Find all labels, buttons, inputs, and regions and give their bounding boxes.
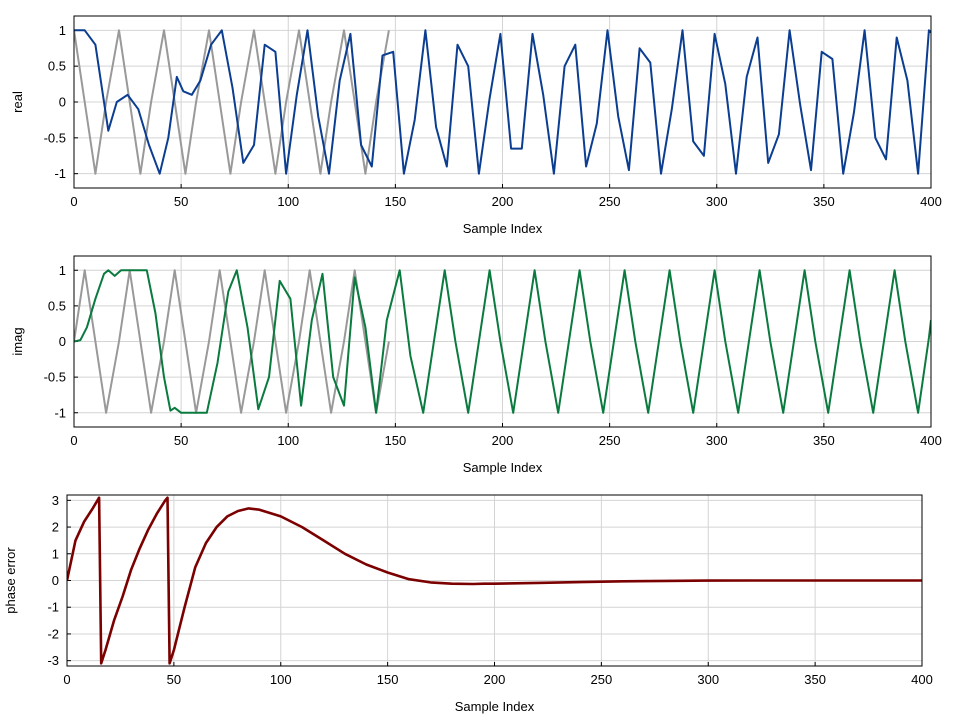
x-tick-label: 100 (270, 672, 292, 687)
x-tick-label: 250 (591, 672, 613, 687)
x-tick-label: 200 (492, 194, 514, 209)
x-tick-label: 350 (813, 433, 835, 448)
series-line-1 (74, 29, 390, 175)
series-line-2 (74, 29, 931, 175)
x-tick-label: 50 (174, 194, 188, 209)
y-tick-label: 0 (59, 95, 66, 110)
y-tick-label: 1 (59, 23, 66, 38)
y-tick-label: 1 (59, 263, 66, 278)
x-tick-label: 400 (920, 433, 942, 448)
x-tick-label: 300 (706, 194, 728, 209)
x-tick-label: 0 (70, 194, 77, 209)
y-tick-label: 3 (52, 493, 59, 508)
y-tick-label: 2 (52, 520, 59, 535)
x-tick-label: 400 (920, 194, 942, 209)
x-tick-label: 50 (174, 433, 188, 448)
series-line-2 (74, 269, 931, 414)
y-tick-label: -0.5 (44, 130, 66, 145)
plot-frame (66, 494, 923, 667)
x-tick-label: 150 (385, 433, 407, 448)
y-tick-label: 0 (52, 573, 59, 588)
y-tick-label: -2 (47, 626, 59, 641)
plot-frame (73, 15, 932, 189)
y-tick-label: 0 (59, 334, 66, 349)
x-tick-label: 350 (804, 672, 826, 687)
x-tick-label: 150 (385, 194, 407, 209)
y-axis-label: phase error (3, 547, 18, 614)
series-line-1 (74, 269, 390, 414)
x-axis-label: Sample Index (463, 221, 543, 236)
y-tick-label: 1 (52, 546, 59, 561)
y-tick-label: -3 (47, 653, 59, 668)
chart-panel-3: 0 50 100 150 200 250 300 350 400 3 2 1 0 -1 -2 -3 Sample… (3, 493, 933, 714)
y-tick-label: -1 (54, 166, 66, 181)
y-axis-label: real (10, 91, 25, 113)
y-tick-label: -0.5 (44, 370, 66, 385)
x-axis-label: Sample Index (463, 460, 543, 475)
x-tick-label: 250 (599, 194, 621, 209)
y-axis-label: imag (10, 327, 25, 355)
x-tick-label: 400 (911, 672, 933, 687)
x-tick-label: 150 (377, 672, 399, 687)
x-tick-label: 0 (70, 433, 77, 448)
x-axis-label: Sample Index (455, 699, 535, 714)
x-tick-label: 250 (599, 433, 621, 448)
y-tick-label: 0.5 (48, 59, 66, 74)
x-tick-label: 100 (277, 433, 299, 448)
x-tick-label: 350 (813, 194, 835, 209)
chart-panel-1: 0 50 100 150 200 250 300 350 400 1 0.5 0 -0.5 -1 Sampl… (10, 15, 942, 236)
series-line-1 (67, 496, 922, 665)
y-tick-label: -1 (54, 405, 66, 420)
chart-panel-2: 0 50 100 150 200 250 300 350 400 1 0.5 0 -0.5 -1 Sampl… (10, 255, 942, 475)
y-tick-label: -1 (47, 600, 59, 615)
y-tick-label: 0.5 (48, 298, 66, 313)
x-tick-label: 300 (706, 433, 728, 448)
x-tick-label: 100 (277, 194, 299, 209)
x-tick-label: 0 (63, 672, 70, 687)
x-tick-label: 300 (697, 672, 719, 687)
x-tick-label: 200 (484, 672, 506, 687)
x-tick-label: 200 (492, 433, 514, 448)
x-tick-label: 50 (167, 672, 181, 687)
plot-frame (73, 255, 932, 428)
